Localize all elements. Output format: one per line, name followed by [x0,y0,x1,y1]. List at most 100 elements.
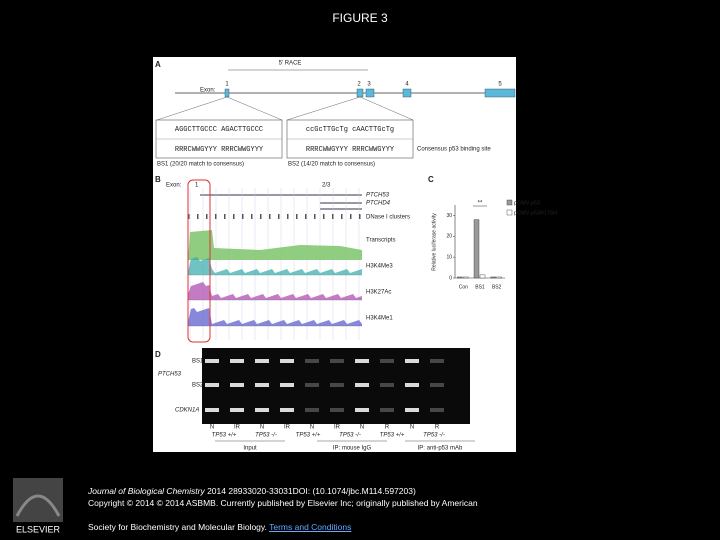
track-label: H3K4Me1 [366,316,393,322]
group-label: TP53 -/- [339,433,361,439]
dnase-cluster [242,214,244,219]
gel-band [330,408,344,412]
exon-label: Exon: [166,183,182,189]
gel-band [380,383,394,387]
track-label: PTCHD4 [366,201,391,207]
gel-band [380,359,394,363]
panel-label: D [155,350,161,359]
exon-number: 2 [357,82,361,88]
journal: Journal of Biological Chemistry [88,486,205,496]
lane-label: R [435,425,440,431]
track-label: DNase I clusters [366,215,410,221]
bar-chart: 0 10 20 30 Con BS1 BS2 ** pCMV-p53 pCMV-p53R175H [446,199,557,290]
dnase-cluster [269,214,271,219]
group-label: TP53 +/+ [296,433,321,439]
gel-band [205,359,219,363]
dnase-cluster [197,214,199,219]
terms-link[interactable]: Terms and Conditions [269,522,352,532]
gel-band [330,383,344,387]
exon-number: 1 [225,82,229,88]
gel-band [380,408,394,412]
group-label: TP53 -/- [423,433,445,439]
gel [202,348,470,424]
legend-label: pCMV-p53R175H [514,210,557,216]
panel-label: A [155,60,161,69]
dnase-cluster [287,214,289,219]
gel-band [405,408,419,412]
bar [463,276,469,279]
bs2-caption: BS2 (14/20 match to consensus) [288,162,375,168]
gel-band [330,359,344,363]
gel-band [355,359,369,363]
dnase-cluster [341,214,343,219]
dnase-cluster [188,214,190,219]
track-label: PTCH53 [366,193,390,199]
lane-label: N [360,425,364,431]
exon-number: 4 [405,82,409,88]
race-label: 5' RACE [279,61,302,67]
exon-number: 3 [367,82,371,88]
elsevier-logo: ELSEVIER [13,478,63,534]
panel-label: B [155,175,161,184]
gel-band [255,408,269,412]
lane-label: IR [334,425,341,431]
dnase-cluster [314,214,316,219]
gel-band [355,383,369,387]
publisher: ELSEVIER [16,524,61,534]
lane-label: R [385,425,390,431]
legend-label: pCMV-p53 [514,200,540,206]
copyright-line: Society for Biochemistry and Molecular B… [88,522,351,532]
ip-label: IP: anti-p53 mAb [418,446,463,452]
gel-band [255,383,269,387]
gel-band [430,383,444,387]
gel-band [305,383,319,387]
track-label: H3K4Me3 [366,264,393,270]
dnase-cluster [332,214,334,219]
gel-band [205,408,219,412]
gel-contents: BS1 BS2 CDKN1A N IR N IR N IR N R N R TP53 +/+ TP53 -/… [175,359,475,452]
gel-band [405,383,419,387]
dnase-cluster [206,214,208,219]
dnase-cluster [215,214,217,219]
legend-swatch [506,199,513,206]
gel-band [430,359,444,363]
gel-band [280,408,294,412]
lane-label: N [410,425,414,431]
dnase-cluster [251,214,253,219]
highlight-box [187,179,211,343]
ip-label: IP: mouse IgG [333,446,372,452]
gel-band [305,408,319,412]
dnase-cluster [359,214,361,219]
group-label: TP53 +/+ [380,433,405,439]
exon [402,88,412,98]
signal-track [188,308,362,326]
copyright-2: Society for Biochemistry and Molecular B… [88,522,267,532]
exon [365,88,375,98]
gel-band [230,383,244,387]
slide-title: FIGURE 3 [332,11,388,25]
bar [479,274,486,279]
gel-band [305,359,319,363]
bar [457,276,463,279]
gene-label: PTCH53 [158,372,182,378]
x-tick-label: Con [459,284,468,290]
tracks: PTCH53 PTCHD4 DNase I clusters Transcripts H… [188,188,410,340]
lane-label: IR [234,425,241,431]
gel-band [430,408,444,412]
gel-band [230,408,244,412]
bs2-sequence: ccGcTTGcTg cAACTTGcTg [306,126,394,134]
significance: ** [478,201,483,207]
dnase-cluster [305,214,307,219]
bar [496,276,502,279]
gel-band [205,383,219,387]
row-label: BS1 [192,359,204,365]
citation: 2014 28933020-33031DOI: (10.1074/jbc.M11… [207,486,416,496]
bar [490,276,496,279]
exon-number: 5 [498,82,502,88]
x-tick-label: BS1 [475,284,485,290]
bs1-sequence: AGGCTTGCCC AGACTTGCCC [175,126,263,134]
y-axis-label: Relative luciferase activity [431,213,437,271]
dnase-cluster [233,214,235,219]
zoom-lines [156,96,414,121]
